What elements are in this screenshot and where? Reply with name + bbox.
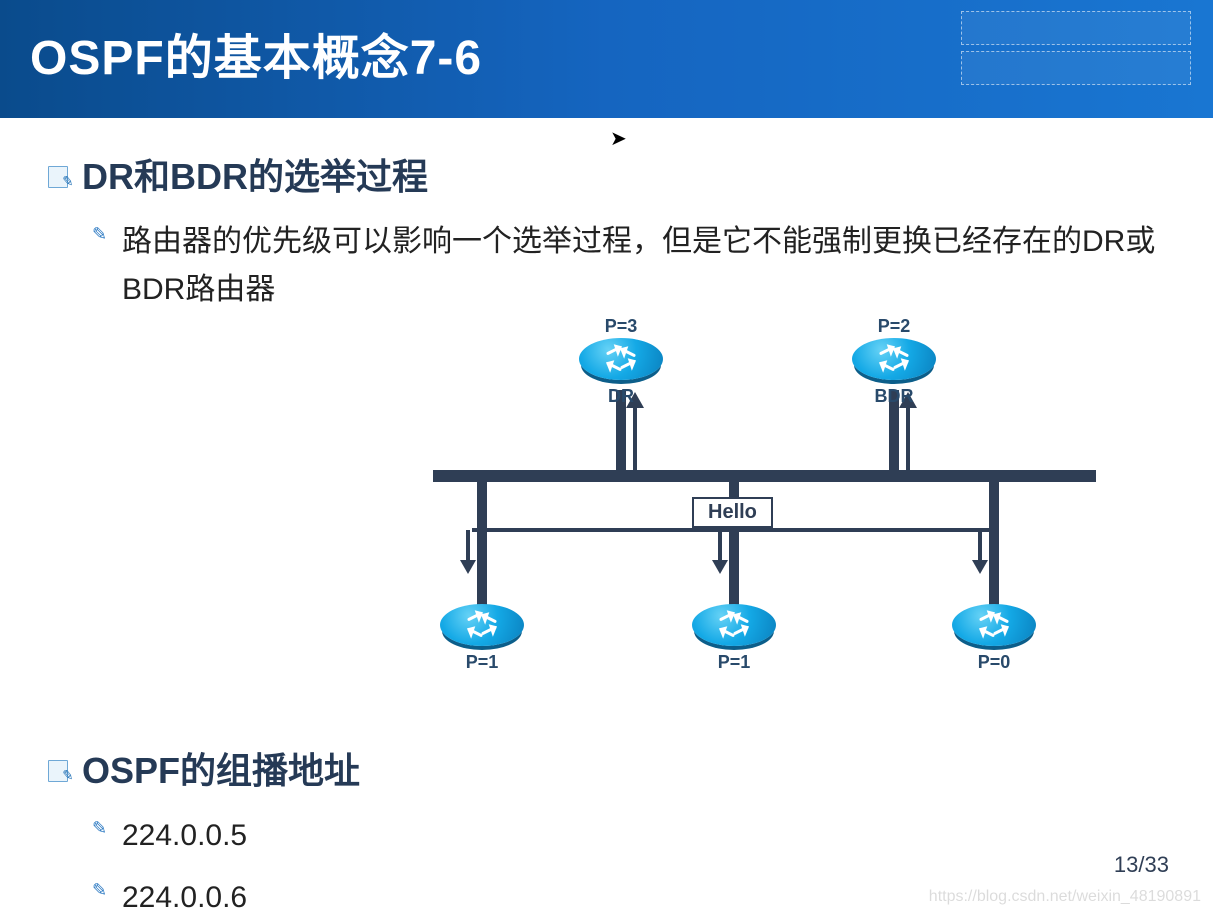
header-box-2 [961,51,1191,85]
section2-heading-row: OSPF的组播地址 [48,742,1183,794]
router-r-p0-bottom-label: P=0 [944,652,1044,673]
addr-1: 224.0.0.5 [122,812,247,860]
slide-header: OSPF的基本概念7-6 [0,0,1213,118]
router-bdr-bottom-label: BDR [844,386,944,407]
section1-bullet-row: 路由器的优先级可以影响一个选举过程，但是它不能强制更换已经存在的DR或BDR路由… [92,218,1183,314]
router-bdr-top-label: P=2 [844,316,944,337]
pen-icon [92,228,110,246]
addr-row-1: 224.0.0.5 [92,812,1183,860]
router-dr-shape [579,338,663,380]
doc-edit-icon [48,760,72,782]
cursor-icon: ➤ [610,126,627,151]
router-r-p1a: P=1 [432,604,532,673]
header-box-1 [961,11,1191,45]
router-bdr-shape [852,338,936,380]
section1-heading: DR和BDR的选举过程 [82,148,428,200]
pen-icon [92,822,110,840]
router-r-p0: P=0 [944,604,1044,673]
router-bdr: P=2 BDR [844,316,944,407]
network-diagram: P=3 DR P=2 BDR P=1 P=1 [378,304,1138,724]
router-r-p0-shape [952,604,1036,646]
section2-heading: OSPF的组播地址 [82,742,360,794]
router-dr-top-label: P=3 [571,316,671,337]
router-dr-bottom-label: DR [571,386,671,407]
hello-label-box: Hello [692,497,773,528]
header-placeholder-boxes [961,11,1191,85]
router-r-p1b: P=1 [684,604,784,673]
section1-bullet-text: 路由器的优先级可以影响一个选举过程，但是它不能强制更换已经存在的DR或BDR路由… [122,218,1162,314]
router-r-p1b-shape [692,604,776,646]
page-number: 13/33 [1114,852,1169,878]
watermark-text: https://blog.csdn.net/weixin_48190891 [929,888,1201,906]
router-r-p1b-bottom-label: P=1 [684,652,784,673]
router-r-p1a-shape [440,604,524,646]
page-current: 13 [1114,852,1138,877]
router-dr: P=3 DR [571,316,671,407]
pen-icon [92,884,110,902]
page-total: 33 [1145,852,1169,877]
section-dr-bdr: DR和BDR的选举过程 路由器的优先级可以影响一个选举过程，但是它不能强制更换已… [48,148,1183,724]
doc-edit-icon [48,166,72,188]
slide-content: DR和BDR的选举过程 路由器的优先级可以影响一个选举过程，但是它不能强制更换已… [0,118,1213,922]
section1-heading-row: DR和BDR的选举过程 [48,148,1183,200]
router-r-p1a-bottom-label: P=1 [432,652,532,673]
addr-2: 224.0.0.6 [122,874,247,922]
